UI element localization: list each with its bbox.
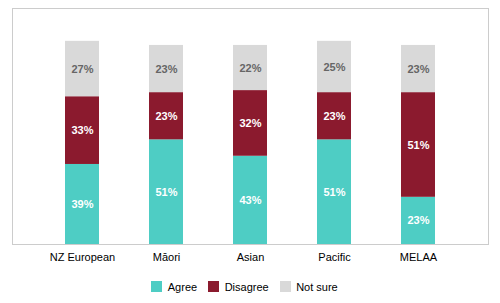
svg-text:23%: 23% [155, 63, 177, 75]
svg-text:Asian: Asian [237, 251, 265, 263]
svg-text:51%: 51% [323, 186, 345, 198]
svg-text:25%: 25% [323, 61, 345, 73]
svg-text:23%: 23% [155, 110, 177, 122]
svg-text:23%: 23% [407, 214, 429, 226]
html-text:Not sure: Not sure [296, 280, 338, 293]
svg-text:23%: 23% [407, 63, 429, 75]
svg-text:MELAA: MELAA [400, 251, 438, 263]
svg-text:51%: 51% [155, 186, 177, 198]
svg-text:23%: 23% [323, 110, 345, 122]
svg-text:33%: 33% [71, 124, 93, 136]
svg-text:39%: 39% [71, 198, 93, 210]
svg-text:32%: 32% [239, 117, 261, 129]
svg-text:43%: 43% [239, 194, 261, 206]
svg-text:22%: 22% [239, 62, 261, 74]
svg-text:Māori: Māori [153, 251, 181, 263]
html-text:Disagree: Disagree [224, 280, 269, 293]
html-text:Agree: Agree [167, 280, 198, 293]
svg-text:51%: 51% [407, 138, 429, 150]
svg-text:27%: 27% [71, 63, 93, 75]
svg-text:Pacific: Pacific [318, 251, 351, 263]
svg-text:NZ European: NZ European [50, 251, 115, 263]
